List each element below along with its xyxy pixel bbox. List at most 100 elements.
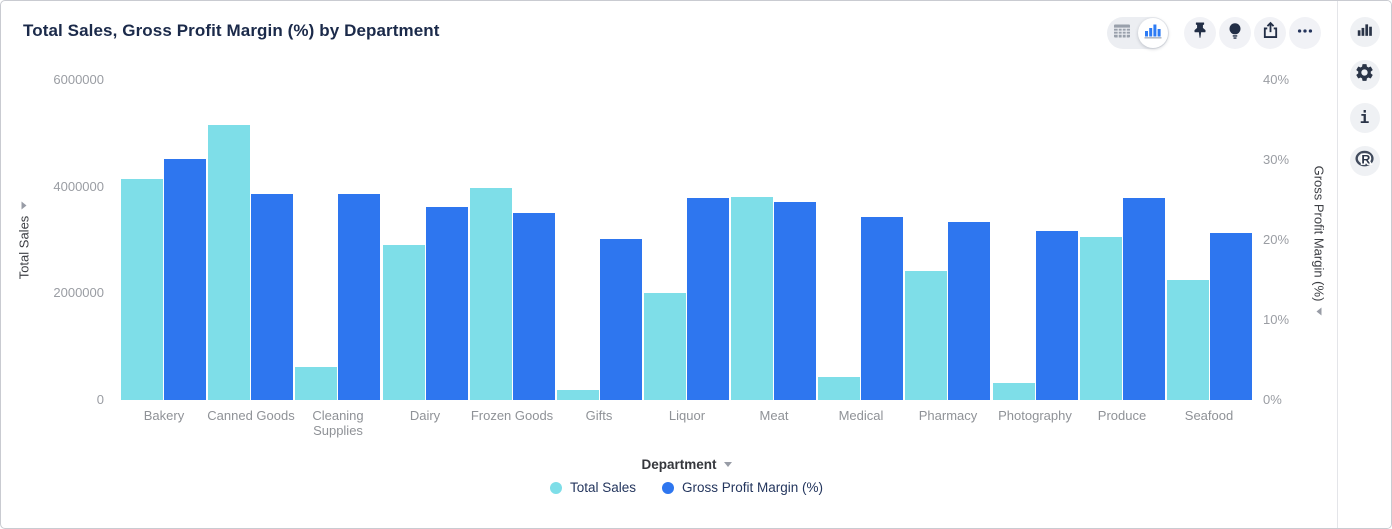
x-axis-title[interactable]: Department <box>120 457 1253 472</box>
category-label: Gifts <box>585 408 613 423</box>
total-sales-bar[interactable] <box>121 179 164 400</box>
category-label: Frozen Goods <box>470 408 554 423</box>
gear-icon <box>1354 62 1375 88</box>
legend-item[interactable]: Gross Profit Margin (%) <box>662 480 823 495</box>
left-axis-tick: 0 <box>96 392 104 407</box>
bar-group <box>904 80 991 400</box>
bar-group <box>1166 80 1253 400</box>
right-axis-tick: 40% <box>1263 72 1290 87</box>
pin-icon <box>1189 20 1211 47</box>
total-sales-bar[interactable] <box>469 188 512 400</box>
total-sales-bar[interactable] <box>1166 280 1209 400</box>
more-options-button[interactable] <box>1289 17 1321 49</box>
category-label: Cleaning Supplies <box>312 408 364 438</box>
category-label: Pharmacy <box>918 408 978 423</box>
total-sales-bar[interactable] <box>1079 237 1122 400</box>
right-axis-title-label: Gross Profit Margin (%) <box>1311 165 1327 302</box>
legend-label: Gross Profit Margin (%) <box>682 480 824 495</box>
right-axis-tick: 20% <box>1263 232 1290 247</box>
gross-profit-margin-bar[interactable] <box>687 198 730 400</box>
category-label: Medical <box>838 408 884 423</box>
x-axis-title-label: Department <box>641 457 717 472</box>
category-label: Bakery <box>143 408 185 423</box>
gross-profit-margin-bar[interactable] <box>251 194 294 400</box>
ellipsis-icon <box>1295 21 1315 46</box>
total-sales-bar[interactable] <box>208 125 251 400</box>
right-axis-tick: 30% <box>1263 152 1290 167</box>
left-axis-title-label: Total Sales <box>16 215 32 280</box>
total-sales-bar[interactable] <box>818 377 861 400</box>
gross-profit-margin-bar[interactable] <box>599 239 642 400</box>
settings-button[interactable] <box>1349 60 1380 90</box>
info-button[interactable]: i <box>1349 103 1380 133</box>
export-button[interactable] <box>1254 17 1286 49</box>
r-script-button[interactable]: R <box>1349 146 1380 176</box>
widget-title: Total Sales, Gross Profit Margin (%) by … <box>23 21 440 40</box>
category-label: Photography <box>998 408 1072 423</box>
gross-profit-margin-bar[interactable] <box>1209 233 1252 400</box>
right-axis-title[interactable]: Gross Profit Margin (%) <box>1312 141 1327 341</box>
bar-group <box>992 80 1079 400</box>
column-chart-icon <box>1355 20 1374 44</box>
bar-group <box>207 80 294 400</box>
pin-button[interactable] <box>1184 17 1216 49</box>
total-sales-bar[interactable] <box>731 197 774 400</box>
x-axis-dropdown-icon <box>723 462 732 467</box>
export-icon <box>1260 20 1281 46</box>
table-icon <box>1113 24 1131 43</box>
gross-profit-margin-bar[interactable] <box>164 159 207 400</box>
bar-group <box>294 80 381 400</box>
bar-group <box>469 80 556 400</box>
r-logo-icon: R <box>1354 148 1376 175</box>
category-label: Canned Goods <box>207 408 295 423</box>
bar-group <box>817 80 904 400</box>
widget-toolbar <box>1107 17 1321 49</box>
category-label: Meat <box>759 408 789 423</box>
bar-group <box>556 80 643 400</box>
total-sales-bar[interactable] <box>905 271 948 400</box>
total-sales-bar[interactable] <box>382 245 425 400</box>
axis-sort-arrow-icon <box>21 201 27 210</box>
chart-view-button[interactable] <box>1137 17 1169 49</box>
total-sales-bar[interactable] <box>644 293 687 400</box>
left-axis-tick: 2000000 <box>53 285 104 301</box>
category-label: Produce <box>1097 408 1147 423</box>
axis-sort-arrow-icon <box>1316 307 1322 316</box>
svg-text:R: R <box>1361 152 1370 166</box>
chart-type-button[interactable] <box>1349 17 1380 47</box>
total-sales-bar[interactable] <box>556 390 599 400</box>
gross-profit-margin-bar[interactable] <box>425 207 468 400</box>
legend-dot-icon <box>662 481 674 494</box>
legend-item[interactable]: Total Sales <box>549 480 636 495</box>
plot-area <box>120 80 1253 400</box>
gross-profit-margin-bar[interactable] <box>861 217 904 400</box>
view-toggle <box>1107 17 1169 49</box>
gross-profit-margin-bar[interactable] <box>1122 198 1165 400</box>
gross-profit-margin-bar[interactable] <box>948 222 991 400</box>
info-icon: i <box>1359 108 1370 127</box>
bar-group <box>1079 80 1166 400</box>
left-axis-tick: 4000000 <box>53 178 104 194</box>
gross-profit-margin-bar[interactable] <box>338 194 381 400</box>
bar-group <box>730 80 817 400</box>
total-sales-bar[interactable] <box>295 367 338 400</box>
right-axis-tick: 10% <box>1263 312 1290 327</box>
widget-sidebar: i R <box>1337 1 1391 528</box>
legend-label: Total Sales <box>569 480 636 495</box>
category-label: Liquor <box>668 408 706 423</box>
gross-profit-margin-bar[interactable] <box>1035 231 1078 400</box>
chart-view-selected <box>1138 18 1168 48</box>
bar-group <box>381 80 468 400</box>
total-sales-bar[interactable] <box>992 383 1035 400</box>
table-view-button[interactable] <box>1107 17 1137 49</box>
lightbulb-button[interactable] <box>1219 17 1251 49</box>
category-label: Seafood <box>1184 408 1234 423</box>
chart-legend: Total Sales Gross Profit Margin (%) <box>120 480 1253 495</box>
category-label: Dairy <box>409 408 441 423</box>
gross-profit-margin-bar[interactable] <box>774 202 817 400</box>
bar-group <box>120 80 207 400</box>
right-axis-tick: 0% <box>1263 392 1282 407</box>
gross-profit-margin-bar[interactable] <box>512 213 555 400</box>
